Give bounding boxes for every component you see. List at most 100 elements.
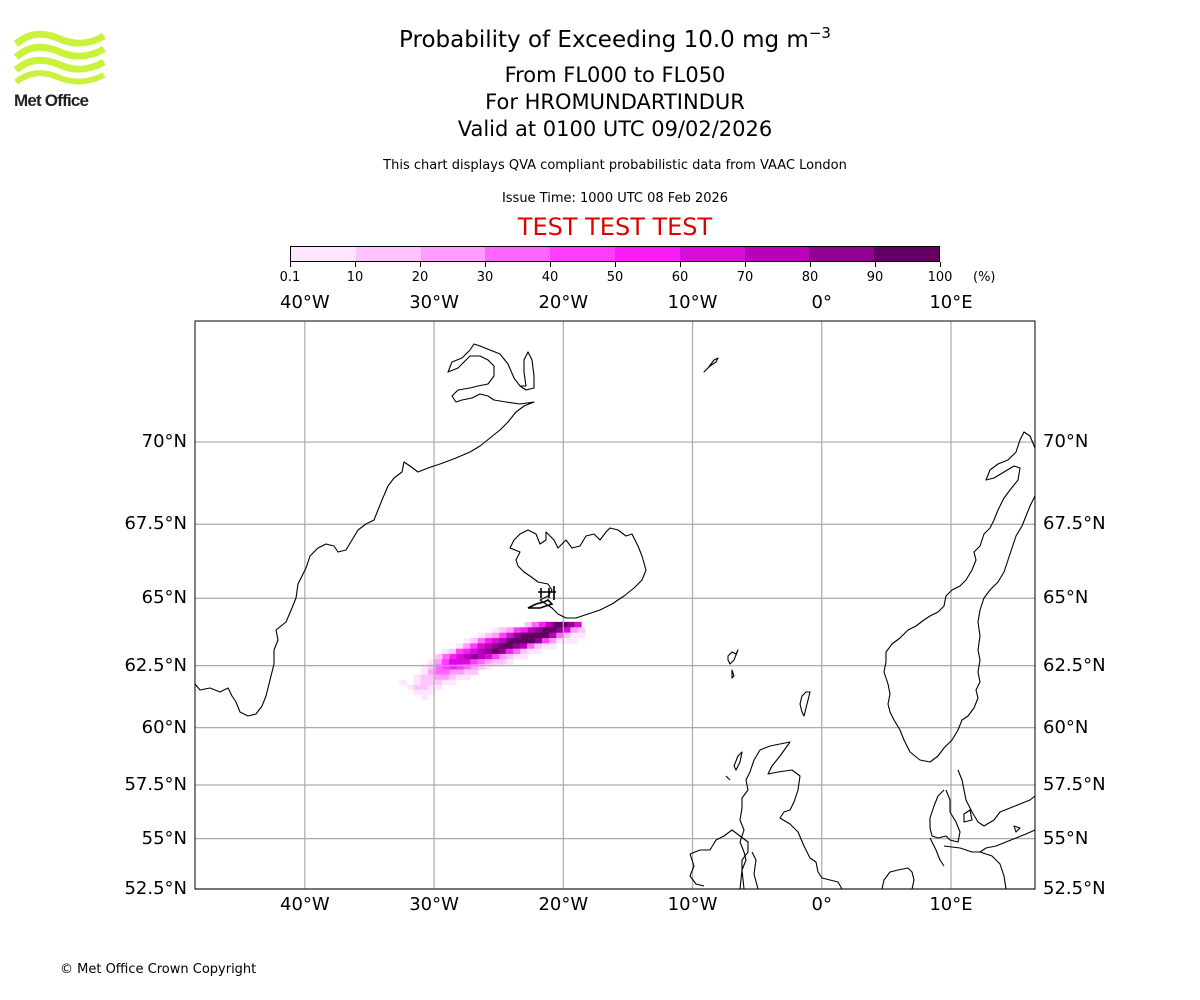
plume-cell bbox=[435, 653, 443, 660]
lon-tick-label-bottom: 0° bbox=[811, 894, 832, 915]
plume-cell bbox=[520, 653, 529, 660]
plume-cell bbox=[577, 627, 585, 634]
lat-tick-label-left: 57.5°N bbox=[124, 774, 187, 795]
plume-cell bbox=[492, 632, 500, 639]
volcano-symbol bbox=[527, 599, 554, 609]
colorbar-tick bbox=[614, 262, 616, 267]
plume-cell bbox=[434, 679, 443, 686]
plume-cell bbox=[513, 627, 521, 634]
plume-cell bbox=[499, 638, 507, 644]
plume-cell bbox=[520, 638, 529, 644]
plume-cell bbox=[534, 648, 542, 655]
lat-tick-label-right: 57.5°N bbox=[1043, 774, 1106, 795]
plume-cell bbox=[570, 638, 578, 644]
colorbar-segment bbox=[291, 247, 356, 261]
plume-cell bbox=[448, 648, 457, 655]
lat-tick-label-left: 65°N bbox=[141, 587, 187, 609]
description-text: This chart displays QVA compliant probab… bbox=[383, 158, 847, 173]
plume-cell bbox=[534, 627, 543, 634]
colorbar-tick-label: 70 bbox=[736, 270, 754, 285]
plume-cell bbox=[485, 664, 493, 670]
plume-cell bbox=[524, 621, 532, 628]
plume-cell bbox=[448, 679, 457, 686]
plume-cell bbox=[441, 659, 450, 665]
plume-cell bbox=[428, 664, 436, 670]
plume-cell bbox=[470, 653, 479, 660]
plume-cell bbox=[477, 648, 485, 655]
plume-cell bbox=[567, 621, 575, 628]
plume-cell bbox=[435, 684, 443, 691]
plume-cell bbox=[556, 638, 564, 644]
plume-cell bbox=[421, 664, 429, 670]
colorbar-tick bbox=[679, 262, 681, 267]
plume-cell bbox=[552, 621, 561, 628]
plume-cell bbox=[577, 632, 585, 639]
plume-cell bbox=[477, 643, 485, 649]
plume-cell bbox=[505, 643, 514, 649]
plume-cell bbox=[421, 669, 429, 675]
plume-cell bbox=[413, 679, 421, 686]
coastline-jan-mayen bbox=[703, 357, 719, 373]
plume-cell bbox=[513, 653, 521, 660]
colorbar-tick-label: 60 bbox=[671, 270, 689, 285]
colorbar-tick-label: 30 bbox=[476, 270, 494, 285]
plume-cell bbox=[456, 674, 464, 681]
plume-cell bbox=[463, 648, 471, 655]
lat-tick-label-right: 67.5°N bbox=[1043, 513, 1106, 535]
plume-cell bbox=[485, 653, 493, 660]
valid-time: Valid at 0100 UTC 09/02/2026 bbox=[457, 117, 773, 141]
plume-cell bbox=[548, 643, 556, 649]
plume-cell bbox=[527, 643, 535, 649]
plume-cell bbox=[442, 669, 450, 675]
plume-cell bbox=[499, 627, 507, 634]
plume-cell bbox=[541, 627, 550, 634]
plume-cell bbox=[442, 653, 450, 660]
plume-cell bbox=[470, 659, 478, 665]
colorbar-tick-label: 100 bbox=[927, 270, 953, 285]
plume-cell bbox=[427, 679, 436, 686]
plume-cell bbox=[399, 679, 407, 686]
plume-cell bbox=[463, 659, 471, 665]
plume-cell bbox=[478, 632, 486, 639]
colorbar-tick bbox=[744, 262, 746, 267]
plume-cell bbox=[442, 664, 450, 670]
plume-cell bbox=[420, 679, 428, 686]
plume-cell bbox=[456, 669, 465, 675]
plume-cell bbox=[470, 664, 479, 670]
plume-cell bbox=[506, 638, 514, 644]
plume-cell bbox=[499, 632, 507, 639]
plume-cell bbox=[463, 638, 472, 644]
plume-cell bbox=[520, 643, 528, 649]
lat-tick-label-left: 60°N bbox=[141, 716, 187, 738]
plume-cell bbox=[449, 669, 457, 675]
chart-title-text: Probability of Exceeding 10.0 mg m bbox=[399, 27, 809, 53]
plume-cell bbox=[406, 684, 415, 691]
lon-tick-label-top: 10°E bbox=[929, 292, 973, 313]
plume-cell bbox=[463, 643, 471, 649]
volcano-icon bbox=[538, 586, 556, 600]
plume-cell bbox=[477, 659, 485, 665]
colorbar-segment bbox=[614, 247, 680, 261]
lat-tick-label-left: 55°N bbox=[141, 827, 187, 849]
plume-cell bbox=[506, 627, 514, 634]
plume-cell bbox=[435, 669, 443, 675]
plume-cell bbox=[549, 638, 557, 644]
colorbar-segment bbox=[420, 247, 486, 261]
plume-cell bbox=[498, 643, 507, 649]
plume-cell bbox=[428, 669, 436, 675]
coastline-faroe bbox=[727, 649, 739, 679]
colorbar-tick bbox=[484, 262, 486, 267]
coastline-norway bbox=[883, 431, 1036, 763]
gridlines bbox=[195, 321, 1035, 890]
plume-cell bbox=[549, 632, 557, 639]
plume-heatmap bbox=[399, 621, 585, 701]
chart-title: Probability of Exceeding 10.0 mg m−3 bbox=[0, 24, 1200, 53]
test-banner: TEST TEST TEST bbox=[517, 213, 713, 241]
plume-cell bbox=[505, 648, 514, 655]
colorbar-tick-label: 40 bbox=[541, 270, 559, 285]
lon-tick-label-bottom: 30°W bbox=[409, 894, 459, 915]
colorbar-segment bbox=[744, 247, 810, 261]
chart-title-superscript: −3 bbox=[808, 24, 831, 42]
plume-cell bbox=[492, 627, 500, 634]
